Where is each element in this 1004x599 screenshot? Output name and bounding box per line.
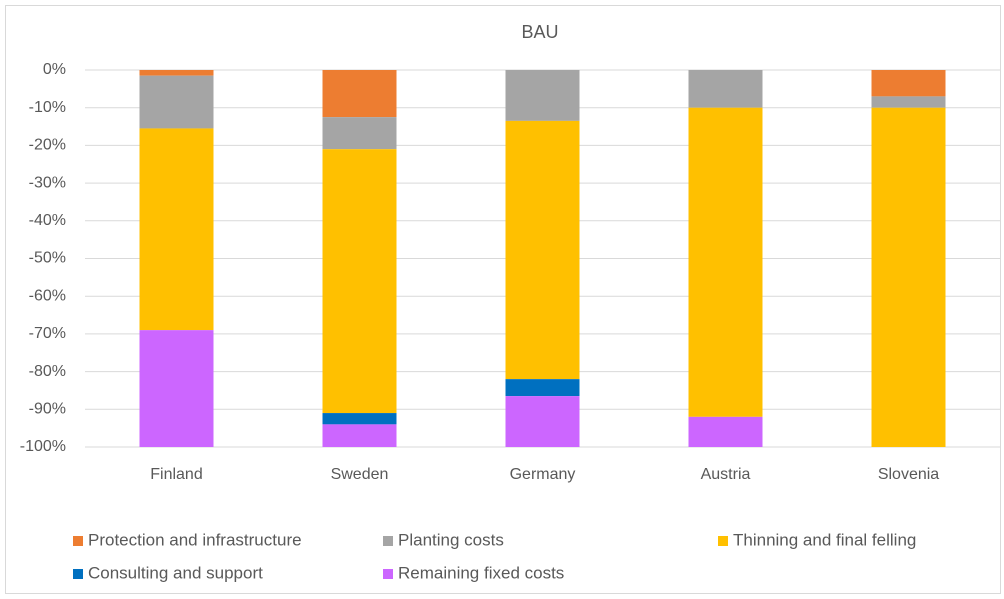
- legend-label: Remaining fixed costs: [398, 563, 564, 582]
- bar-segment: [322, 70, 397, 118]
- y-tick-label: -70%: [29, 325, 66, 342]
- bar-segment: [139, 330, 214, 447]
- bar-segment: [688, 416, 763, 447]
- y-tick-label: -40%: [29, 212, 66, 229]
- bar-segment: [871, 107, 946, 447]
- x-tick-label: Germany: [510, 466, 576, 483]
- x-tick-label: Sweden: [331, 466, 389, 483]
- x-tick-label: Finland: [150, 466, 202, 483]
- legend-label: Protection and infrastructure: [88, 530, 302, 549]
- bar-segment: [139, 128, 214, 331]
- bar-segment: [139, 75, 214, 129]
- bar-segment: [322, 424, 397, 447]
- y-tick-label: 0%: [43, 61, 66, 78]
- legend-swatch: [73, 536, 83, 546]
- bar-segment: [322, 117, 397, 150]
- bar-segment: [688, 70, 763, 108]
- bar-segment: [505, 396, 580, 447]
- y-tick-label: -10%: [29, 99, 66, 116]
- y-tick-label: -60%: [29, 287, 66, 304]
- bar-segment: [688, 107, 763, 417]
- bar-segment: [139, 70, 214, 76]
- bar-segment: [505, 120, 580, 380]
- legend-swatch: [718, 536, 728, 546]
- y-tick-label: -90%: [29, 401, 66, 418]
- y-tick-label: -100%: [20, 438, 66, 455]
- chart-title: BAU: [521, 22, 558, 42]
- bar-segment: [871, 96, 946, 108]
- y-tick-label: -30%: [29, 174, 66, 191]
- y-tick-label: -50%: [29, 250, 66, 267]
- legend-swatch: [383, 536, 393, 546]
- bar-segment: [505, 70, 580, 121]
- y-tick-label: -80%: [29, 363, 66, 380]
- legend-swatch: [383, 569, 393, 579]
- bar-segment: [322, 149, 397, 414]
- x-tick-label: Austria: [701, 466, 751, 483]
- legend-label: Planting costs: [398, 530, 504, 549]
- legend-label: Consulting and support: [88, 563, 263, 582]
- bar-segment: [505, 379, 580, 397]
- bar-segment: [871, 70, 946, 97]
- legend-swatch: [73, 569, 83, 579]
- bar-segment: [322, 413, 397, 425]
- legend-label: Thinning and final felling: [733, 530, 916, 549]
- y-tick-label: -20%: [29, 137, 66, 154]
- x-tick-label: Slovenia: [878, 466, 939, 483]
